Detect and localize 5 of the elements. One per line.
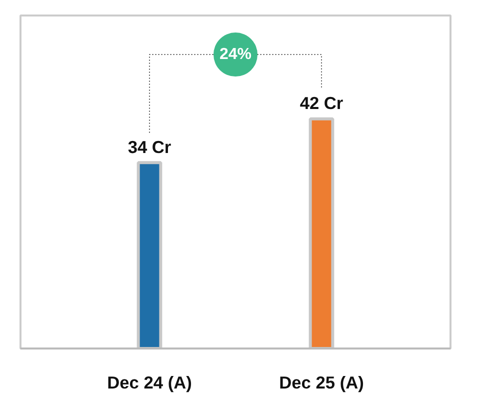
data-label: 34 Cr <box>128 136 172 157</box>
x-tick-label: Dec 24 (A) <box>107 372 192 392</box>
text: 24% <box>219 46 252 64</box>
x-tick-label: Dec 25 (A) <box>279 372 364 392</box>
data-label: 42 Cr <box>300 93 344 114</box>
